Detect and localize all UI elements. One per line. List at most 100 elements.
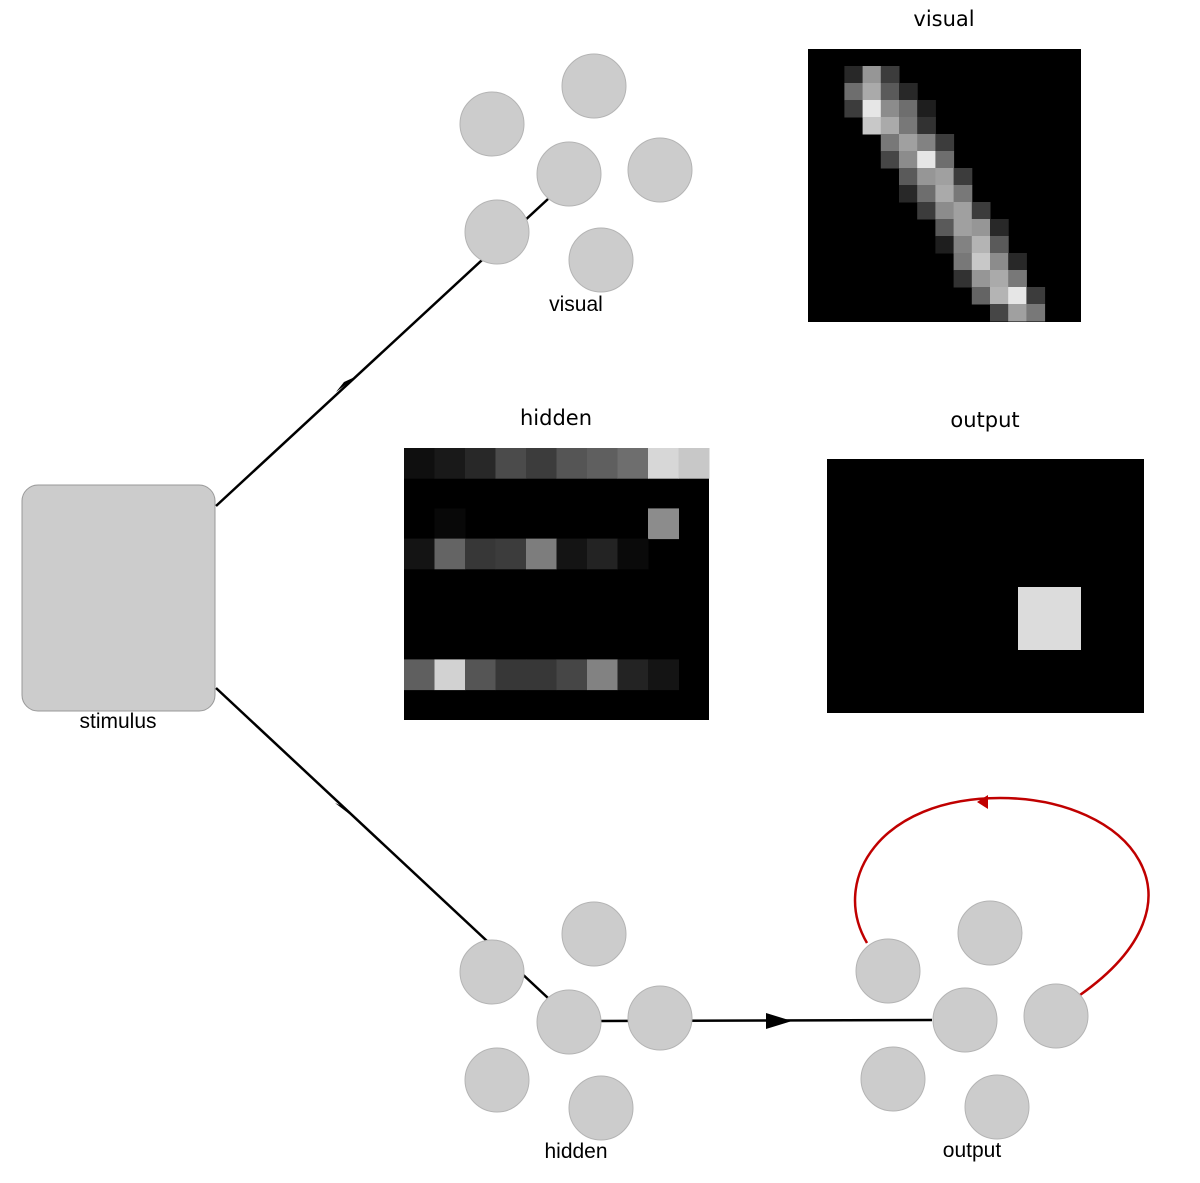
activity-pixel bbox=[935, 134, 955, 152]
activity-pixel bbox=[844, 66, 864, 84]
activity-pixel bbox=[935, 219, 955, 237]
neuron bbox=[568, 227, 634, 293]
activity-pixel bbox=[862, 100, 882, 118]
activity-pixel bbox=[844, 100, 864, 118]
activity-pixel bbox=[953, 253, 973, 271]
neuron bbox=[855, 938, 921, 1004]
activity-pixel bbox=[917, 117, 936, 135]
activity-pixel bbox=[648, 448, 679, 479]
neuron bbox=[860, 1046, 926, 1112]
neuron bbox=[459, 939, 525, 1005]
activity-pixel bbox=[953, 270, 973, 288]
activity-pixel bbox=[434, 448, 466, 479]
activity-pixel bbox=[953, 185, 973, 203]
output-panel-title: output bbox=[950, 408, 1019, 432]
activity-pixel bbox=[648, 508, 679, 540]
activity-pixel bbox=[971, 287, 991, 305]
activity-pixel bbox=[917, 134, 936, 152]
activity-pixel bbox=[526, 448, 557, 479]
output-label: output bbox=[943, 1139, 1002, 1162]
activity-pixel bbox=[935, 168, 955, 186]
neuron bbox=[1023, 983, 1089, 1049]
activity-pixel bbox=[935, 236, 955, 254]
activity-pixel bbox=[495, 538, 527, 570]
neuron bbox=[964, 1074, 1030, 1140]
neuron bbox=[957, 900, 1023, 966]
activity-pixel bbox=[556, 538, 588, 570]
visual-activity-panel: visual bbox=[808, 7, 1081, 322]
activity-pixel bbox=[404, 659, 435, 691]
activity-pixel bbox=[844, 83, 864, 101]
activity-pixel bbox=[587, 538, 618, 570]
arrowhead-icon bbox=[766, 1013, 792, 1029]
activity-pixel bbox=[917, 185, 936, 203]
activity-pixel bbox=[935, 151, 955, 169]
activity-pixel bbox=[971, 270, 991, 288]
activity-pixel bbox=[899, 100, 918, 118]
hidden-node[interactable]: hidden bbox=[459, 901, 693, 1163]
activity-pixel bbox=[617, 448, 649, 479]
neuron bbox=[536, 141, 602, 207]
activity-pixel bbox=[899, 134, 918, 152]
active-output-unit bbox=[1018, 587, 1081, 650]
activity-pixel bbox=[880, 151, 900, 169]
edge-output-recurrent bbox=[853, 795, 1150, 997]
activity-pixel bbox=[899, 83, 918, 101]
activity-pixel bbox=[935, 202, 955, 220]
activity-pixel bbox=[953, 168, 973, 186]
activity-pixel bbox=[880, 134, 900, 152]
hidden-activity-panel: hidden bbox=[404, 406, 710, 720]
activity-pixel bbox=[880, 83, 900, 101]
hidden-panel-title: hidden bbox=[520, 406, 592, 430]
activity-pixel bbox=[971, 202, 991, 220]
neuron bbox=[627, 985, 693, 1051]
neuron bbox=[536, 989, 602, 1055]
activity-pixel bbox=[990, 219, 1009, 237]
activity-pixel bbox=[899, 151, 918, 169]
output-node[interactable]: output bbox=[855, 900, 1089, 1162]
activity-pixel bbox=[465, 538, 496, 570]
activity-pixel bbox=[862, 66, 882, 84]
arrowhead-icon bbox=[977, 795, 988, 809]
activity-pixel bbox=[465, 659, 496, 691]
neuron bbox=[464, 199, 530, 265]
activity-pixel bbox=[465, 448, 496, 479]
activity-pixel bbox=[1008, 304, 1027, 322]
hidden-label: hidden bbox=[544, 1140, 607, 1163]
activity-pixel bbox=[880, 100, 900, 118]
activity-pixel bbox=[899, 185, 918, 203]
neuron bbox=[568, 1075, 634, 1141]
activity-pixel bbox=[495, 659, 527, 691]
activity-pixel bbox=[953, 236, 973, 254]
neuron bbox=[627, 137, 693, 203]
activity-pixel bbox=[899, 117, 918, 135]
activity-pixel bbox=[862, 83, 882, 101]
activity-pixel bbox=[526, 538, 557, 570]
activity-pixel bbox=[1008, 287, 1027, 305]
activity-pixel bbox=[587, 448, 618, 479]
activity-pixel bbox=[1008, 270, 1027, 288]
visual-node[interactable]: visual bbox=[459, 53, 693, 316]
neuron bbox=[464, 1047, 530, 1113]
arrowhead-icon bbox=[335, 803, 357, 820]
activity-pixel bbox=[556, 448, 588, 479]
activity-pixel bbox=[404, 448, 435, 479]
activity-pixel bbox=[990, 270, 1009, 288]
activity-pixel bbox=[526, 659, 557, 691]
activity-pixel bbox=[953, 202, 973, 220]
activity-pixel bbox=[587, 659, 618, 691]
activity-pixel bbox=[880, 66, 900, 84]
activity-pixel bbox=[556, 659, 588, 691]
activity-pixel bbox=[880, 117, 900, 135]
activity-pixel bbox=[917, 151, 936, 169]
stimulus-node[interactable]: stimulus bbox=[21, 484, 216, 733]
visual-panel-title: visual bbox=[913, 7, 974, 31]
activity-pixel bbox=[678, 448, 710, 479]
neuron bbox=[932, 987, 998, 1053]
activity-pixel bbox=[971, 236, 991, 254]
activity-pixel bbox=[990, 253, 1009, 271]
activity-pixel bbox=[1026, 304, 1046, 322]
neuron bbox=[561, 901, 627, 967]
activity-pixel bbox=[617, 659, 649, 691]
